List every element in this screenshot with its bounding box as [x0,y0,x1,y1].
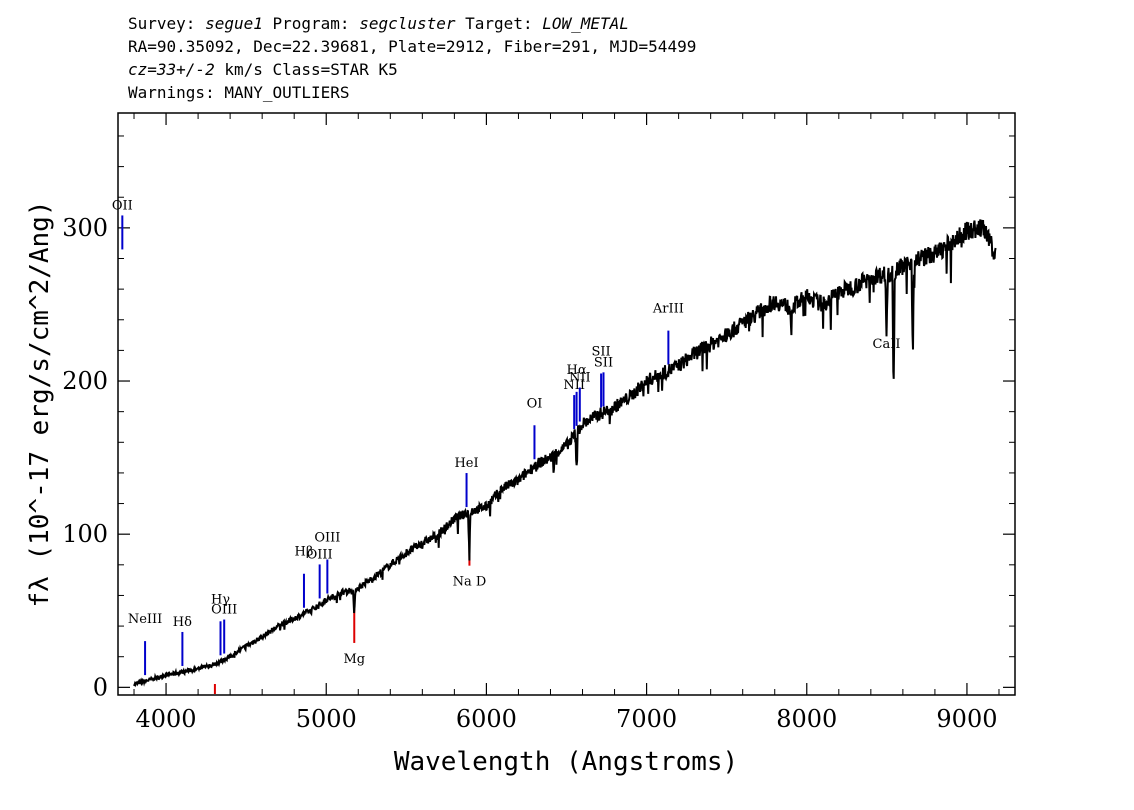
emission-line-label: Hα [567,363,587,378]
emission-line-label: OIII [307,547,333,562]
emission-line-label: OIII [314,531,340,546]
emission-line-label: ArIII [652,302,684,317]
emission-line-label: SII [592,344,611,359]
x-tick-label: 5000 [296,705,357,733]
emission-line-label: NII [569,371,591,386]
emission-line-label: OII [112,198,133,213]
header-line-3: cz=33+/-2 km/s Class=STAR K5 [128,58,696,81]
x-tick-label: 7000 [616,705,677,733]
target-label: Target: [455,14,543,33]
emission-line-label: SII [594,355,613,370]
y-tick-label: 200 [62,367,108,395]
emission-line-label: OIII [211,603,237,618]
program-value: segcluster [359,14,456,33]
absorption-line-label: Na D [453,575,487,590]
absorption-line-label: CaII [873,337,901,352]
axis-ticks: 4000 5000 6000 7000 8000 9000 0 100 200 300 [62,113,1015,733]
y-tick-label: 300 [62,214,108,242]
y-axis-title: fλ (10^-17 erg/s/cm^2/Ang) [25,201,55,608]
absorption-line-label: Mg [343,652,365,667]
emission-line-label: Hγ [211,592,230,607]
class-value: km/s Class=STAR K5 [214,60,398,79]
emission-line-label: Hδ [173,615,192,630]
emission-line-label: Hβ [295,545,314,560]
survey-value: segue1 [205,14,263,33]
plot-frame [117,112,1016,696]
target-value: LOW_METAL [542,14,629,33]
survey-label: Survey: [128,14,206,33]
emission-line-label: HeI [454,456,478,471]
x-axis-title: Wavelength (Angstroms) [394,747,738,777]
x-tick-label: 9000 [936,705,997,733]
spectrum-series [133,219,997,688]
emission-line-label: NeIII [128,612,162,627]
x-tick-label: 6000 [456,705,517,733]
y-tick-label: 100 [62,520,108,548]
header-line-1: Survey: segue1 Program: segcluster Targe… [128,12,696,35]
y-tick-label: 0 [93,673,108,701]
header-line-4: Warnings: MANY_OUTLIERS [128,83,350,102]
x-tick-label: 8000 [776,705,837,733]
program-label: Program: [262,14,360,33]
redshift-value: cz=33+/-2 [128,60,215,79]
x-tick-label: 4000 [136,705,197,733]
emission-line-label: OI [527,396,543,411]
spectrum-header: Survey: segue1 Program: segcluster Targe… [128,12,696,104]
header-line-2: RA=90.35092, Dec=22.39681, Plate=2912, F… [128,37,697,56]
